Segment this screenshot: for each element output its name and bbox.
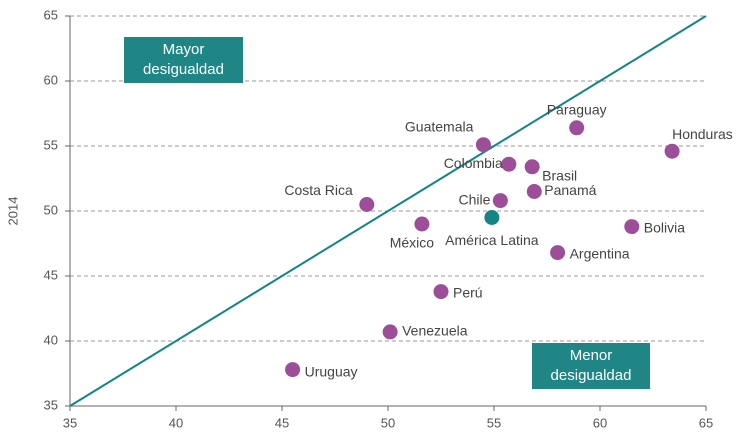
y-tick-label: 65: [44, 7, 58, 22]
point-label: Guatemala: [405, 118, 474, 134]
point-label: Costa Rica: [284, 182, 353, 198]
point: [475, 137, 491, 153]
annotation: Menor desigualdad: [532, 343, 650, 389]
point: [526, 184, 542, 199]
point: [433, 284, 449, 300]
x-tick-label: 45: [275, 415, 289, 430]
point: [359, 197, 375, 212]
annotation: Mayor desigualdad: [124, 37, 243, 83]
point-label: Honduras: [672, 126, 733, 142]
x-tick-label: 40: [169, 415, 183, 430]
point-label: Uruguay: [305, 363, 358, 379]
y-tick-label: 35: [44, 397, 58, 412]
point: [285, 362, 301, 378]
diagonal: [69, 15, 707, 407]
point: [664, 143, 680, 159]
point-label: Argentina: [570, 245, 630, 261]
point: [550, 245, 566, 261]
point-label: Panamá: [544, 182, 596, 198]
y-axis-label: 2014: [5, 197, 20, 226]
point: [501, 156, 517, 172]
point: [382, 324, 398, 340]
point-label: Chile: [458, 191, 490, 207]
x-tick-label: 50: [381, 415, 395, 430]
point-label: Venezuela: [402, 323, 468, 339]
y-tick-label: 50: [44, 202, 58, 217]
x-tick-label: 55: [487, 415, 501, 430]
y-tick-label: 55: [44, 137, 58, 152]
point-label: Brasil: [542, 168, 577, 184]
point-label: América Latina: [445, 232, 539, 248]
y-tick-label: 60: [44, 72, 58, 87]
point: [484, 210, 500, 225]
point: [569, 120, 585, 136]
point: [524, 159, 540, 175]
point: [492, 193, 508, 209]
point-label: Perú: [453, 284, 483, 300]
point-label: Paraguay: [547, 102, 607, 118]
point-label: México: [390, 235, 435, 251]
x-tick-label: 65: [699, 415, 713, 430]
x-tick-label: 35: [63, 415, 77, 430]
point: [414, 216, 430, 232]
point: [624, 219, 640, 235]
point-label: Colombia: [444, 155, 503, 171]
y-tick-label: 45: [44, 267, 58, 282]
point-label: Bolivia: [644, 219, 685, 235]
y-tick-label: 40: [44, 332, 58, 347]
x-tick-label: 60: [593, 415, 607, 430]
